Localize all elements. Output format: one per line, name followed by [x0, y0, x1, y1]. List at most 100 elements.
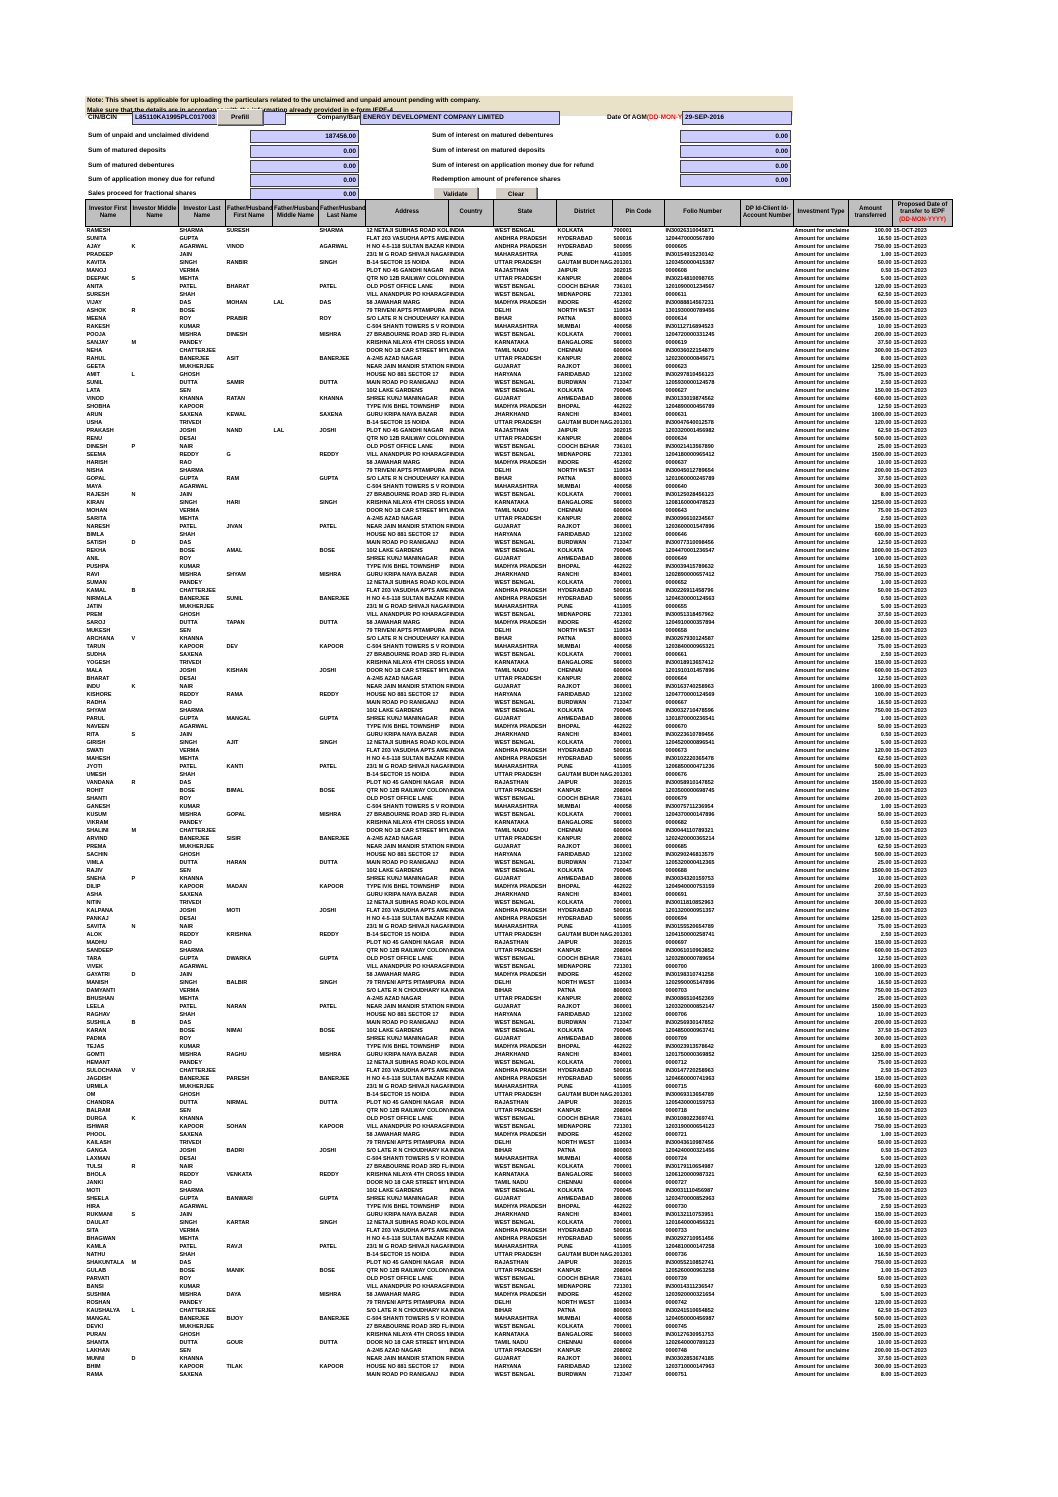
investor-last-name[interactable]: DAS [179, 1260, 192, 1266]
district[interactable]: BANGALORE [557, 340, 593, 346]
investor-last-name[interactable]: AGARWAL [179, 244, 208, 250]
investor-middle-name[interactable] [131, 627, 179, 635]
investment-type[interactable]: Amount for unclaimed and unpaid dividend [794, 516, 849, 522]
father-husband-middle-name[interactable] [273, 1283, 319, 1291]
investor-middle-name[interactable] [131, 707, 179, 715]
district[interactable]: COOCH BEHAR [557, 444, 600, 450]
proposed-date-of-transfer[interactable]: 15-OCT-2023 [893, 1148, 927, 1154]
district[interactable]: MIDNAPORE [557, 452, 592, 458]
folio-number[interactable]: 0000727 [665, 1180, 687, 1186]
dp-id-client-id-account-number[interactable] [741, 883, 794, 891]
investor-middle-name[interactable] [131, 883, 179, 891]
investor-middle-name[interactable] [131, 563, 179, 571]
investor-last-name[interactable]: TRIVEDI [179, 900, 202, 906]
father-husband-middle-name[interactable] [273, 691, 319, 699]
investor-last-name[interactable]: VERMA [179, 508, 200, 514]
investor-middle-name[interactable] [131, 1267, 179, 1275]
proposed-date-of-transfer[interactable]: 15-OCT-2023 [893, 1172, 927, 1178]
father-husband-middle-name[interactable] [273, 1131, 319, 1139]
investor-middle-name[interactable] [131, 611, 179, 619]
address[interactable]: MAIN ROAD PO RANIGANJ [366, 700, 439, 706]
father-husband-first-name[interactable]: G [226, 452, 231, 458]
father-husband-first-name[interactable]: GOPAL [226, 812, 246, 818]
investor-middle-name[interactable] [131, 499, 179, 507]
country[interactable]: INDIA [449, 892, 465, 898]
father-husband-middle-name[interactable] [273, 987, 319, 995]
pin-code[interactable]: 500095 [613, 756, 632, 762]
father-husband-first-name[interactable] [226, 403, 273, 411]
father-husband-middle-name[interactable] [273, 955, 319, 963]
folio-number[interactable]: 0000608 [665, 268, 687, 274]
investor-last-name[interactable]: SEN [179, 1348, 191, 1354]
investor-first-name[interactable]: MANGAL [86, 1316, 111, 1322]
investment-type[interactable]: Amount for unclaimed and unpaid dividend [794, 1188, 849, 1194]
father-husband-middle-name[interactable] [273, 291, 319, 299]
address[interactable]: NEAR JAIN MANDIR STATION ROAD [366, 1356, 449, 1362]
investor-first-name[interactable]: SUDHA [86, 652, 107, 658]
investor-last-name[interactable]: DUTTA [179, 1340, 198, 1346]
proposed-date-of-transfer[interactable]: 15-OCT-2023 [893, 932, 927, 938]
investor-last-name[interactable]: MUKHERJEE [179, 1324, 215, 1330]
amount-transferred[interactable]: 200.00 [874, 468, 892, 474]
father-husband-first-name[interactable] [226, 1035, 273, 1043]
investment-type[interactable]: Amount for unclaimed and unpaid dividend [794, 1052, 849, 1058]
district[interactable]: PUNE [557, 764, 573, 770]
investment-type[interactable]: Amount for unclaimed and unpaid dividend [794, 268, 849, 274]
father-husband-first-name[interactable] [226, 307, 273, 315]
father-husband-middle-name[interactable] [273, 1075, 319, 1083]
dp-id-client-id-account-number[interactable] [741, 1059, 794, 1067]
address[interactable]: KRISHNA NILAYA 4TH CROSS MALLESWARAM [366, 340, 449, 346]
proposed-date-of-transfer[interactable]: 15-OCT-2023 [893, 340, 927, 346]
address[interactable]: H NO 4-5-118 SULTAN BAZAR KOTI [366, 244, 449, 250]
father-husband-middle-name[interactable] [273, 1211, 319, 1219]
investor-middle-name[interactable]: S [131, 276, 136, 282]
state[interactable]: MAHARASHTRA [494, 604, 538, 610]
father-husband-last-name[interactable]: PATEL [319, 1004, 337, 1010]
investor-last-name[interactable]: MEHTA [179, 516, 199, 522]
pin-code[interactable]: 380008 [613, 556, 632, 562]
amount-transferred[interactable]: 10.00 [877, 876, 892, 882]
country[interactable]: INDIA [449, 1132, 465, 1138]
state[interactable]: UTTAR PRADESH [494, 276, 542, 282]
investor-middle-name[interactable] [131, 323, 179, 331]
proposed-date-of-transfer[interactable]: 15-OCT-2023 [893, 532, 927, 538]
country[interactable]: INDIA [449, 844, 465, 850]
folio-number[interactable]: 1202420000365214 [665, 836, 715, 842]
state[interactable]: GUJARAT [494, 364, 521, 370]
father-husband-first-name[interactable] [226, 419, 273, 427]
district[interactable]: NORTH WEST [557, 468, 595, 474]
father-husband-middle-name[interactable] [273, 515, 319, 523]
proposed-date-of-transfer[interactable]: 15-OCT-2023 [893, 1068, 927, 1074]
dp-id-client-id-account-number[interactable] [741, 627, 794, 635]
father-husband-first-name[interactable] [226, 1299, 273, 1307]
father-husband-first-name[interactable]: RAGHU [226, 1052, 247, 1058]
district[interactable]: GAUTAM BUDH NAGAR [557, 1252, 613, 1258]
proposed-date-of-transfer[interactable]: 15-OCT-2023 [893, 596, 927, 602]
investor-last-name[interactable]: KUMAR [179, 1044, 200, 1050]
amount-transferred[interactable]: 75.00 [877, 644, 892, 650]
father-husband-middle-name[interactable] [273, 1243, 319, 1251]
sum-interest-matured-deposits-input[interactable]: 0.00 [680, 145, 791, 158]
investor-last-name[interactable]: KHANNA [179, 876, 204, 882]
proposed-date-of-transfer[interactable]: 15-OCT-2023 [893, 588, 927, 594]
investor-middle-name[interactable]: B [131, 588, 136, 594]
dp-id-client-id-account-number[interactable] [741, 1147, 794, 1155]
folio-number[interactable]: 1204470000567890 [665, 236, 715, 242]
father-husband-last-name[interactable]: SHARMA [319, 228, 344, 234]
country[interactable]: INDIA [449, 676, 465, 682]
folio-number[interactable]: IN30043610987456 [665, 1140, 714, 1146]
country[interactable]: INDIA [449, 444, 465, 450]
folio-number[interactable]: 0000703 [665, 988, 687, 994]
proposed-date-of-transfer[interactable]: 15-OCT-2023 [893, 436, 927, 442]
investor-last-name[interactable]: KAPOOR [179, 644, 204, 650]
folio-number[interactable]: IN30179110654987 [665, 1164, 714, 1170]
pin-code[interactable]: 400058 [613, 324, 632, 330]
father-husband-last-name[interactable] [319, 1355, 366, 1363]
investment-type[interactable]: Amount for unclaimed and unpaid dividend [794, 780, 849, 786]
address[interactable]: PLOT NO 45 GANDHI NAGAR [366, 1100, 444, 1106]
folio-number[interactable]: 0000664 [665, 676, 687, 682]
investor-last-name[interactable]: KHANNA [179, 636, 204, 642]
investor-last-name[interactable]: BOSE [179, 548, 196, 554]
district[interactable]: HYDERABAD [557, 1228, 593, 1234]
father-husband-first-name[interactable] [226, 731, 273, 739]
